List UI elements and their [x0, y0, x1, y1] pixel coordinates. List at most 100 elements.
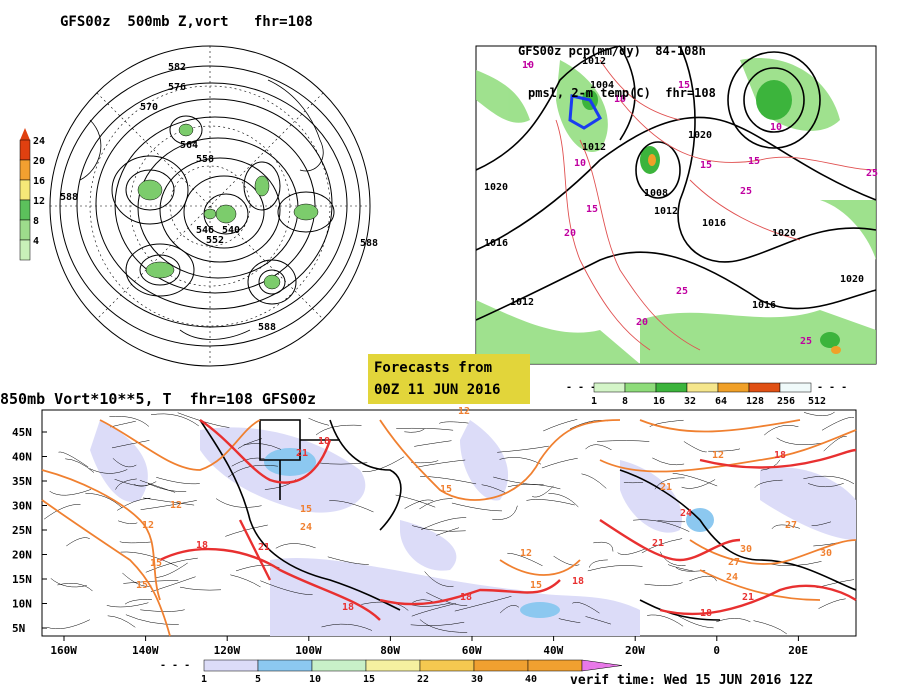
svg-text:15: 15: [150, 558, 162, 569]
svg-text:588: 588: [360, 238, 378, 249]
colorbar-swatch: [717, 382, 750, 393]
lon-tick-label: 20E: [788, 644, 808, 657]
svg-text:1012: 1012: [582, 56, 606, 67]
svg-text:1020: 1020: [688, 130, 712, 141]
colorbar-swatch: [19, 219, 31, 241]
svg-text:1020: 1020: [484, 182, 508, 193]
colorbar-swatch: [19, 199, 31, 221]
colorbar-tick-label: 16: [653, 396, 665, 407]
svg-text:1012: 1012: [582, 142, 606, 153]
svg-text:552: 552: [206, 235, 224, 246]
colorbar-swatch: [203, 659, 259, 672]
svg-text:12: 12: [170, 500, 182, 511]
svg-text:1020: 1020: [840, 274, 864, 285]
lon-tick-label: 40W: [543, 644, 563, 657]
svg-text:588: 588: [258, 322, 276, 333]
colorbar-undersaturate: - - -: [160, 660, 190, 671]
colorbar-tick-label: 256: [777, 396, 795, 407]
svg-text:18: 18: [572, 576, 584, 587]
svg-text:576: 576: [168, 82, 186, 93]
colorbar-tick-label: 20: [33, 156, 45, 167]
colorbar-swatch: [686, 382, 719, 393]
svg-text:18: 18: [774, 450, 786, 461]
colorbar-tick-label: 5: [255, 674, 261, 685]
colorbar-swatch: [593, 382, 626, 393]
panel1-colorbar: 24 20 16 12 8 4: [19, 128, 45, 261]
svg-text:24: 24: [300, 522, 312, 533]
svg-text:24: 24: [680, 508, 692, 519]
svg-text:546: 546: [196, 225, 214, 236]
lat-tick-label: 20N: [12, 549, 32, 562]
svg-text:25: 25: [866, 168, 878, 179]
svg-text:21: 21: [652, 538, 664, 549]
colorbar-tick-label: 32: [684, 396, 696, 407]
colorbar-tick-label: 8: [33, 216, 39, 227]
svg-text:12: 12: [520, 548, 532, 559]
svg-text:1008: 1008: [644, 188, 668, 199]
panel3-title: 850mb Vort*10**5, T fhr=108 GFS00z: [0, 390, 317, 408]
colorbar-tick-label: 64: [715, 396, 727, 407]
svg-text:10: 10: [614, 94, 626, 105]
colorbar-tick-label: 1: [591, 396, 597, 407]
panel3-colorbar: - - -1 5 10 15 22 30 40: [160, 659, 623, 685]
lat-tick-label: 35N: [12, 475, 32, 488]
svg-text:18: 18: [700, 608, 712, 619]
colorbar-swatch: [19, 139, 31, 161]
lon-tick-label: 120W: [214, 644, 241, 657]
svg-text:12: 12: [142, 520, 154, 531]
colorbar-undersaturate: - - -: [566, 382, 596, 393]
colorbar-tick-label: 8: [622, 396, 628, 407]
lon-tick-label: 60W: [462, 644, 482, 657]
lon-tick-label: 20W: [625, 644, 645, 657]
colorbar-tick-label: 24: [33, 136, 45, 147]
colorbar-swatch: [419, 659, 475, 672]
svg-text:10: 10: [770, 122, 782, 133]
svg-text:1012: 1012: [654, 206, 678, 217]
panel1-polar-map: 582 576 570 564 558 552 588 546 540 588 …: [49, 45, 378, 367]
lat-tick-label: 30N: [12, 500, 32, 513]
colorbar-swatch: [655, 382, 688, 393]
panel2-title: GFS00z pcp(mm/dy) 84-108h pmsl, 2-m temp…: [518, 16, 716, 114]
svg-text:27: 27: [785, 520, 797, 531]
forecast-stamp-line2: 00Z 11 JUN 2016: [374, 382, 501, 398]
lat-tick-label: 40N: [12, 451, 32, 464]
colorbar-tick-label: 22: [417, 674, 429, 685]
panel1-title: GFS00z 500mb Z,vort fhr=108: [60, 14, 313, 30]
svg-text:15: 15: [678, 80, 690, 91]
colorbar-swatch: [527, 659, 583, 672]
colorbar-swatch: [19, 179, 31, 201]
svg-text:25: 25: [676, 286, 688, 297]
lon-tick-label: 80W: [380, 644, 400, 657]
lat-tick-label: 25N: [12, 524, 32, 537]
lat-axis: 45N 40N 35N 30N 25N 20N 15N 10N 5N: [12, 426, 47, 635]
colorbar-tick-label: 15: [363, 674, 375, 685]
svg-text:18: 18: [196, 540, 208, 551]
svg-text:18: 18: [342, 602, 354, 613]
panel2-map: 1020 1016 1012 1012 1008 1004 1020 1012 …: [475, 45, 878, 365]
svg-text:20: 20: [636, 317, 648, 328]
svg-text:15: 15: [136, 580, 148, 591]
colorbar-arrow: [581, 659, 623, 672]
forecast-stamp: Forecasts from 00Z 11 JUN 2016: [368, 354, 530, 404]
svg-text:1004: 1004: [590, 80, 614, 91]
lat-tick-label: 5N: [12, 622, 25, 635]
svg-text:582: 582: [168, 62, 186, 73]
lon-tick-label: 100W: [295, 644, 322, 657]
colorbar-tick-label: 512: [808, 396, 826, 407]
svg-text:1016: 1016: [752, 300, 776, 311]
svg-text:1020: 1020: [772, 228, 796, 239]
colorbar-swatch: [779, 382, 812, 393]
colorbar-tick-label: 10: [309, 674, 321, 685]
svg-text:564: 564: [180, 140, 198, 151]
colorbar-swatch: [311, 659, 367, 672]
svg-text:21: 21: [660, 482, 672, 493]
svg-text:24: 24: [726, 572, 738, 583]
colorbar-swatch: [473, 659, 529, 672]
panel3-map: 12 15 15 12 15 15 12 15 12 21 12 27 30 2…: [41, 406, 857, 637]
svg-text:25: 25: [740, 186, 752, 197]
panel2-title-line1: GFS00z pcp(mm/dy) 84-108h: [518, 44, 706, 58]
colorbar-swatch: [19, 159, 31, 181]
svg-text:15: 15: [586, 204, 598, 215]
lon-tick-label: 160W: [50, 644, 77, 657]
svg-text:21: 21: [296, 448, 308, 459]
